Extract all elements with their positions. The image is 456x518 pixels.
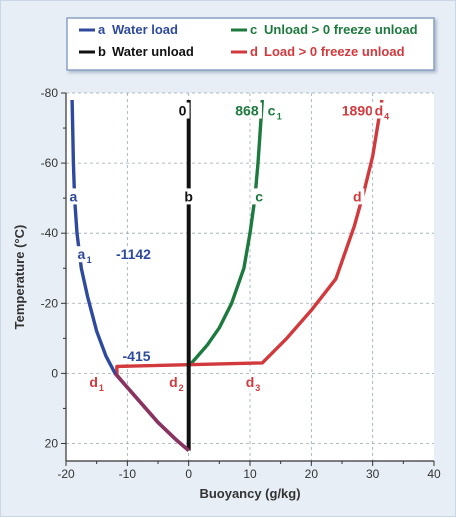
curve-label-14: d xyxy=(246,374,255,390)
x-tick-label-0: -20 xyxy=(57,467,75,481)
legend-label-d: Load > 0 freeze unload xyxy=(264,44,405,59)
legend-label-c: Unload > 0 freeze unload xyxy=(264,22,418,37)
curve-label-sub-14: 3 xyxy=(255,383,260,393)
x-tick-label-1: -10 xyxy=(119,467,137,481)
x-tick-label-4: 20 xyxy=(305,467,319,481)
curve-label-bg-9 xyxy=(74,246,95,263)
curve-label-7: c xyxy=(255,188,263,204)
legend-box xyxy=(66,17,435,71)
legend-letter-d: d xyxy=(250,44,258,59)
x-tick-label-3: 10 xyxy=(243,467,257,481)
curve-label-sub-13: 2 xyxy=(179,383,184,393)
curve-label-bg-5 xyxy=(66,188,81,205)
legend-label-b: Water unload xyxy=(112,44,194,59)
curve-label-bg-2 xyxy=(264,102,285,119)
curve-label-bg-13 xyxy=(166,374,187,391)
curve-label-4: d xyxy=(375,103,384,119)
y-tick-label-0: -80 xyxy=(41,86,59,100)
curve-label-sub-4: 4 xyxy=(384,112,389,122)
curve-label-2: c xyxy=(268,103,276,119)
curve-label-bg-6 xyxy=(181,188,196,205)
curve-label-bg-3 xyxy=(338,102,377,119)
curve-label-sub-12: 1 xyxy=(99,383,104,393)
series-a-d-overlap-line xyxy=(113,372,190,452)
y-tick-label-4: 0 xyxy=(51,366,58,380)
curve-label-bg-14 xyxy=(243,374,264,391)
curve-label-bg-7 xyxy=(252,188,267,205)
curve-label-12: d xyxy=(89,374,98,390)
curve-label-10: -1142 xyxy=(116,246,151,262)
curve-label-0: 0 xyxy=(179,103,187,119)
curve-label-1: 868 xyxy=(235,103,259,119)
series-c-line xyxy=(187,99,264,451)
curve-label-bg-1 xyxy=(231,102,262,119)
legend: a Water load b Water unload c Unload > 0 free… xyxy=(66,17,435,71)
curve-label-bg-0 xyxy=(175,102,190,119)
curve-label-sub-2: 1 xyxy=(277,112,282,122)
curve-label-bg-10 xyxy=(110,246,157,263)
curve-label-bg-4 xyxy=(371,102,392,119)
curve-label-6: b xyxy=(184,188,193,204)
y-axis-title: Temperature (°C) xyxy=(12,225,27,330)
curve-label-sub-9: 1 xyxy=(87,255,92,265)
x-tick-label-2: 0 xyxy=(185,467,192,481)
x-axis-title: Buoyancy (g/kg) xyxy=(199,486,300,501)
x-tick-label-6: 40 xyxy=(427,467,441,481)
legend-letter-c: c xyxy=(250,22,257,37)
y-tick-label-1: -60 xyxy=(41,156,59,170)
curve-label-bg-8 xyxy=(350,188,365,205)
y-tick-label-5: 20 xyxy=(45,436,59,450)
curve-label-bg-12 xyxy=(86,374,107,391)
y-tick-label-3: -20 xyxy=(41,296,59,310)
curve-label-5: a xyxy=(69,188,77,204)
legend-letter-b: b xyxy=(98,44,106,59)
curve-label-bg-11 xyxy=(117,347,156,364)
curve-label-3: 1890 xyxy=(342,103,373,119)
x-tick-label-5: 30 xyxy=(366,467,380,481)
curve-label-11: -415 xyxy=(123,348,151,364)
curve-label-13: d xyxy=(169,374,178,390)
legend-letter-a: a xyxy=(98,22,106,37)
curve-label-9: a xyxy=(78,246,86,262)
y-tick-label-2: -40 xyxy=(41,226,59,240)
curve-label-8: d xyxy=(353,188,362,204)
legend-label-a: Water load xyxy=(112,22,178,37)
